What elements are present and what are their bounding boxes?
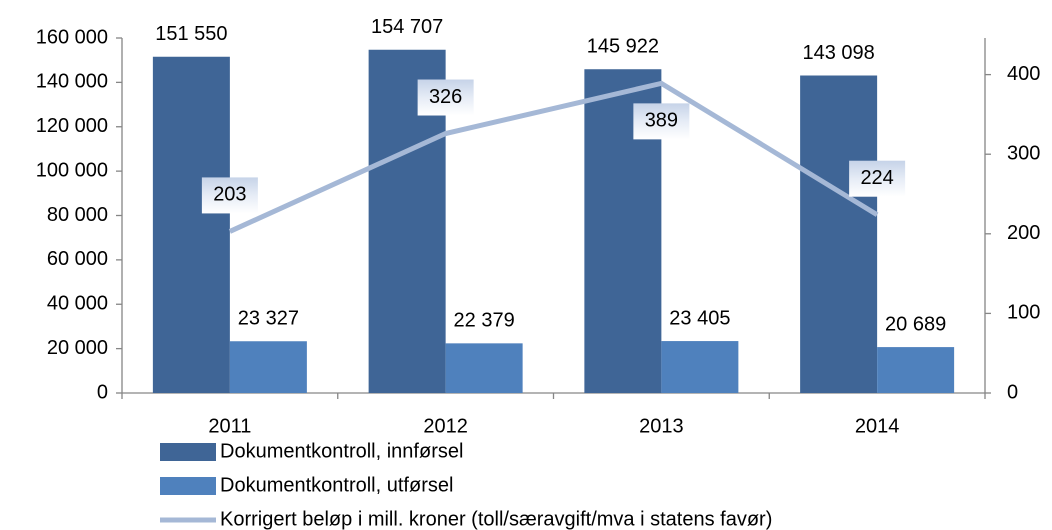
x-tick-label: 2014 xyxy=(855,415,900,437)
bar xyxy=(229,341,307,393)
line xyxy=(228,80,879,234)
bar-value-label: 20 689 xyxy=(885,313,946,335)
y-tick-label: 100 000 xyxy=(36,159,108,181)
bar-value-label: 23 327 xyxy=(238,308,299,330)
bar-value-label: 151 550 xyxy=(155,23,227,45)
y-tick-label: 0 xyxy=(97,381,108,403)
line-value-label: 203 xyxy=(213,184,246,206)
y2-tick-label: 300 xyxy=(1007,142,1040,164)
y-tick-label: 160 000 xyxy=(36,26,108,48)
y-tick-label: 140 000 xyxy=(36,71,108,93)
legend-swatch xyxy=(160,477,216,495)
y2-tick-label: 400 xyxy=(1007,63,1040,85)
legend-label: Dokumentkontroll, utførsel xyxy=(220,474,453,496)
bar-value-label: 143 098 xyxy=(802,42,874,64)
bar xyxy=(152,56,230,393)
bar-value-label: 23 405 xyxy=(669,307,730,329)
y2-tick-label: 200 xyxy=(1007,222,1040,244)
line-label-box xyxy=(849,160,906,197)
y-tick-label: 60 000 xyxy=(47,248,108,270)
y-tick-label: 80 000 xyxy=(47,204,108,226)
y2-tick-label: 0 xyxy=(1007,381,1018,403)
y-tick-label: 20 000 xyxy=(47,337,108,359)
x-tick-label: 2012 xyxy=(423,415,468,437)
bar xyxy=(877,347,955,393)
line-label-box xyxy=(633,103,690,140)
legend-swatch xyxy=(160,443,216,461)
line-label-box xyxy=(417,79,474,116)
bar-value-label: 22 379 xyxy=(454,310,515,332)
y2-tick-label: 100 xyxy=(1007,302,1040,324)
y-tick-label: 120 000 xyxy=(36,115,108,137)
bar-value-label: 154 707 xyxy=(371,16,443,38)
line-label-box xyxy=(201,177,258,214)
x-tick-label: 2013 xyxy=(639,415,684,437)
bar-value-label: 145 922 xyxy=(587,36,659,58)
line-value-label: 326 xyxy=(429,86,462,108)
bar xyxy=(661,341,739,393)
legend-label: Dokumentkontroll, innførsel xyxy=(220,440,463,462)
y-tick-label: 40 000 xyxy=(47,293,108,315)
bar xyxy=(445,343,523,393)
x-tick-label: 2011 xyxy=(208,415,251,437)
line-value-label: 389 xyxy=(645,110,678,132)
bar xyxy=(800,75,878,393)
line-value-label: 224 xyxy=(860,167,893,189)
legend-label: Korrigert beløp i mill. kroner (toll/sær… xyxy=(220,508,772,530)
